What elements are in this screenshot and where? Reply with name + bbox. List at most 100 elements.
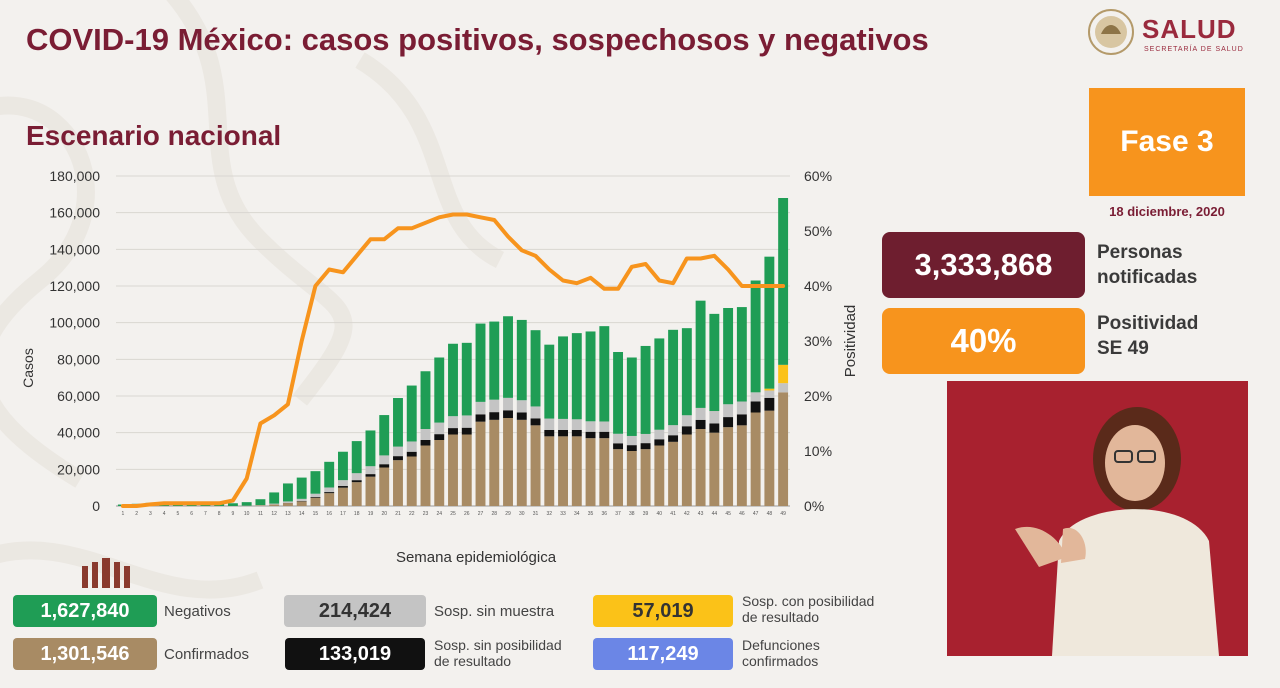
bar-segment [448, 343, 458, 417]
positivity-value: 40% [882, 308, 1085, 374]
bar-segment [516, 412, 527, 420]
bar-segment [420, 445, 431, 506]
bar-segment [709, 313, 720, 412]
bar-segment [709, 432, 720, 506]
bar-segment [530, 418, 541, 426]
bar-segment [324, 487, 335, 493]
x-tick-label: 43 [698, 511, 704, 517]
bar-segment [310, 497, 321, 506]
x-tick-label: 13 [285, 511, 291, 517]
page-title: COVID-19 México: casos positivos, sospec… [26, 22, 929, 57]
x-tick-label: 33 [560, 511, 566, 517]
bar-segment [475, 414, 486, 422]
bar-segment [489, 399, 500, 413]
bar-segment [558, 429, 568, 437]
x-tick-label: 46 [739, 511, 745, 517]
bar-segment [448, 428, 458, 435]
bar-segment [269, 492, 280, 504]
bar-segment [613, 352, 624, 434]
bar-segment [475, 401, 486, 415]
bar-segment [282, 501, 293, 503]
bar-segment [379, 464, 390, 468]
y-tick-label: 140,000 [49, 241, 100, 257]
x-tick-label: 29 [505, 511, 511, 517]
bar-segment [571, 333, 582, 420]
x-tick-label: 48 [767, 511, 773, 517]
y2-tick-label: 50% [804, 223, 832, 239]
legend-sin-posibilidad-label-line1: Sosp. sin posibilidad [434, 637, 562, 653]
x-tick-label: 45 [725, 511, 731, 517]
bar-segment [736, 307, 747, 402]
y2-axis-label: Positividad [842, 305, 859, 378]
bar-segment [489, 419, 500, 506]
bar-segment [338, 451, 348, 481]
x-tick-label: 18 [354, 511, 360, 517]
x-tick-label: 15 [313, 511, 319, 517]
legend-negativos-label: Negativos [164, 603, 231, 620]
bar-segment [778, 392, 789, 506]
cases-chart: 0 20,000 40,000 60,000 80,000 100,000 120,000 1… [20, 168, 859, 566]
bar-segment [530, 425, 541, 506]
bar-segment [269, 504, 280, 506]
x-axis-ticks: 1 2 3 4 5 6 7 8 9 10 11 12 13 14 15 16 17 18 19 20 21 22 23 24 2… [121, 511, 786, 517]
bar-segment [695, 429, 706, 506]
x-tick-label: 5 [177, 511, 180, 517]
legend-negativos-value: 1,627,840 [13, 595, 157, 627]
y-tick-label: 180,000 [49, 168, 100, 184]
bar-segment [434, 357, 445, 423]
x-tick-label: 36 [602, 511, 608, 517]
legend-sin-muestra-label: Sosp. sin muestra [434, 603, 555, 620]
bar-segment [516, 400, 527, 413]
bar-segment [681, 415, 692, 427]
bar-segment [227, 503, 238, 506]
legend-sin-posibilidad-value: 133,019 [285, 638, 425, 670]
bar-segment [778, 383, 789, 393]
x-tick-label: 28 [491, 511, 497, 517]
x-tick-label: 4 [163, 511, 166, 517]
bar-segment [654, 445, 665, 506]
bar-segment [613, 449, 624, 506]
x-tick-label: 16 [326, 511, 332, 517]
eagle-emblem-icon [1088, 9, 1134, 55]
bar-segment [379, 467, 390, 506]
y-tick-label: 100,000 [49, 315, 100, 331]
bar-segment [695, 407, 706, 420]
bar-segment [558, 418, 568, 430]
bar-segment [626, 435, 637, 446]
y-axis-ticks: 0 20,000 40,000 60,000 80,000 100,000 120,000 1… [49, 168, 100, 514]
bar-segment [736, 414, 747, 426]
legend-defunciones-label-line2: confirmados [742, 653, 819, 669]
legend-confirmados-value: 1,301,546 [13, 638, 157, 670]
y2-tick-label: 30% [804, 333, 832, 349]
y2-tick-label: 0% [804, 498, 824, 514]
x-tick-label: 23 [423, 511, 429, 517]
bar-segment [750, 280, 761, 393]
bar-segment [681, 434, 692, 506]
x-axis-label: Semana epidemiológica [396, 549, 557, 566]
bar-segment [338, 487, 348, 506]
x-tick-label: 44 [712, 511, 718, 517]
bar-segment [654, 338, 665, 430]
chart-title: Escenario nacional [26, 120, 282, 151]
bar-segment [750, 401, 761, 413]
bar-segment [626, 451, 637, 506]
phase-badge: Fase 3 [1089, 88, 1245, 196]
positivity-label-line2: SE 49 [1097, 338, 1149, 359]
bar-segment [709, 423, 720, 433]
bar-segment [530, 406, 541, 419]
bar-segment [406, 451, 417, 457]
x-tick-label: 3 [149, 511, 152, 517]
bar-segment [448, 434, 458, 506]
bar-segment [571, 436, 582, 506]
bar-segment [338, 480, 348, 487]
bar-segment [668, 441, 679, 506]
bar-segment [365, 476, 376, 506]
legend-confirmados-label: Confirmados [164, 646, 250, 663]
bar-segment [282, 483, 293, 502]
x-tick-label: 2 [135, 511, 138, 517]
bar-segment [503, 316, 513, 398]
salud-logo: SALUD SECRETARÍA DE SALUD [1086, 6, 1256, 58]
bar-segment [324, 493, 335, 506]
bar-segment [489, 412, 500, 420]
bar-segment [475, 323, 486, 402]
